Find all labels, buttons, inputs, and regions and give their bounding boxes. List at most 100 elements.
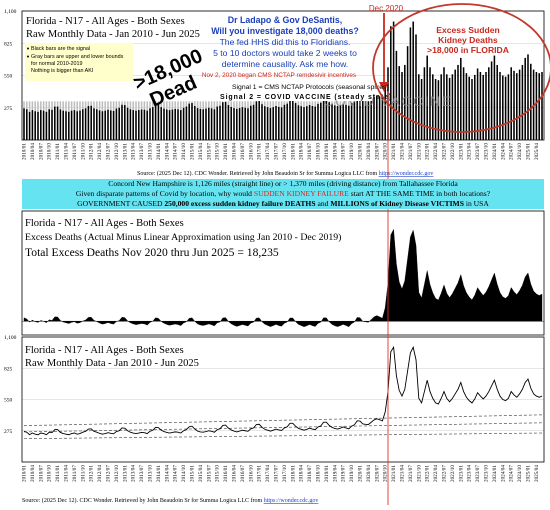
panel1-x-tick-label: 2014/01 — [156, 143, 162, 160]
blue-line-5: determine causality. Ask me how. — [222, 59, 348, 69]
panel3-x-tick-label: 2024/10 — [517, 465, 523, 482]
data-bar — [40, 110, 42, 140]
data-bar — [87, 105, 90, 140]
data-bar — [423, 67, 426, 140]
data-bar — [163, 108, 165, 140]
panel3-x-tick-label: 2023/10 — [484, 465, 490, 482]
panel3-line — [23, 345, 543, 436]
panel3-trend-lines — [23, 414, 543, 440]
data-bar — [140, 109, 143, 140]
panel1-x-tick-label: 2010/01 — [22, 143, 28, 160]
panel3-x-tick-label: 2023/07 — [475, 465, 481, 482]
data-bar — [278, 106, 280, 140]
panel1-x-tick-label: 2020/10 — [383, 143, 389, 160]
panel3-x-tick-label: 2014/10 — [181, 465, 187, 482]
data-bar — [59, 109, 62, 140]
data-bar — [339, 105, 342, 140]
data-bar — [317, 103, 319, 140]
panel3-x-tick-label: 2020/10 — [383, 465, 389, 482]
panel3-x-tick-label: 2014/04 — [164, 465, 170, 482]
data-bar — [82, 109, 84, 140]
data-bar — [308, 105, 311, 140]
legend-bullet-2 — [27, 55, 29, 58]
panel1-x-tick-label: 2025/04 — [534, 143, 540, 160]
panel1-x-tick-label: 2011/04 — [64, 143, 70, 160]
data-bar — [454, 69, 456, 140]
data-bar — [166, 109, 168, 140]
signal-label-bg — [226, 81, 372, 101]
panel3-x-tick-label: 2010/01 — [22, 465, 28, 482]
data-bar — [390, 26, 392, 141]
panel3-x-tick-label: 2019/10 — [349, 465, 355, 482]
data-bar — [188, 103, 190, 140]
data-bar — [398, 66, 400, 140]
data-bar — [322, 98, 325, 140]
panel3-x-tick-label: 2019/07 — [341, 465, 347, 482]
panel3-x-tick-label: 2025/01 — [526, 465, 532, 482]
data-bar — [538, 73, 540, 140]
panel3-x-tick-label: 2017/04 — [265, 465, 271, 482]
data-bar — [353, 101, 356, 140]
panel3-x-tick-label: 2016/07 — [240, 465, 246, 482]
panel3-y-tick-label: 550 — [4, 398, 13, 404]
data-bar — [90, 105, 92, 140]
panel3-x-tick-label: 2025/04 — [534, 465, 540, 482]
trend-line — [23, 432, 543, 440]
data-bar — [152, 107, 154, 140]
data-bar — [258, 101, 260, 140]
data-bar — [462, 67, 465, 140]
panel1-x-tick-label: 2019/04 — [332, 143, 338, 160]
data-bar — [132, 110, 134, 140]
data-bar — [275, 105, 277, 140]
data-bar — [479, 71, 482, 140]
data-bar — [373, 96, 375, 140]
panel1-bars — [23, 21, 543, 141]
data-bar — [460, 57, 462, 141]
panel3-x-tick-label: 2017/07 — [274, 465, 280, 482]
panel3-x-tick-label: 2016/10 — [248, 465, 254, 482]
panel3-x-tick-label: 2021/04 — [400, 465, 406, 482]
panel1-x-tick-label: 2018/07 — [307, 143, 313, 160]
data-bar — [171, 109, 174, 140]
panel1-x-tick-label: 2021/04 — [400, 143, 406, 160]
data-bar — [535, 71, 538, 140]
data-bar — [507, 74, 510, 140]
data-bar — [185, 106, 188, 140]
data-bar — [202, 109, 204, 140]
signal-2-label: Signal 2 = COVID VACCINE (steady state) — [220, 94, 392, 101]
data-bar — [362, 100, 364, 140]
data-bar — [34, 111, 36, 140]
dec-2020-arrow-head — [379, 82, 389, 92]
data-bar — [437, 80, 440, 140]
data-bar — [488, 67, 490, 140]
data-bar — [280, 107, 283, 140]
panel3-x-tick-label: 2019/04 — [332, 465, 338, 482]
data-bar — [395, 50, 398, 140]
panel1-x-tick-label: 2021/10 — [416, 143, 422, 160]
excess-title-1: Excess Sudden — [436, 25, 500, 35]
panel3-x-tick-label: 2012/10 — [114, 465, 120, 482]
data-bar — [149, 108, 151, 140]
data-bar — [219, 105, 221, 140]
panel1-y-ticks: 275 550 825 1,100 — [4, 9, 17, 112]
panel3-x-tick-label: 2024/07 — [509, 465, 515, 482]
data-bar — [364, 101, 367, 140]
data-bar — [45, 111, 48, 140]
panel3-source: Source: (2025 Dec 12). CDC Wonder. Retri… — [22, 497, 318, 504]
panel1-x-tick-label: 2023/10 — [484, 143, 490, 160]
panel1-y-tick-label: 550 — [4, 74, 13, 80]
panel1-x-tick-label: 2018/04 — [299, 143, 305, 160]
data-bar — [415, 34, 417, 140]
data-bar — [510, 67, 512, 140]
trend-line — [23, 422, 543, 433]
data-bar — [28, 111, 31, 140]
legend-item-3: for normal 2010-2019 — [31, 61, 83, 67]
data-bar — [210, 108, 213, 140]
signal-1-label: Signal 1 = CMS NCTAP Protocols (seasonal… — [232, 84, 389, 91]
panel3-x-tick-label: 2012/01 — [89, 465, 95, 482]
panel1-x-tick-label: 2010/10 — [47, 143, 53, 160]
data-bar — [143, 109, 146, 140]
legend-bullet-1 — [27, 47, 29, 50]
panel1-x-tick-label: 2015/04 — [198, 143, 204, 160]
data-bar — [516, 73, 518, 140]
